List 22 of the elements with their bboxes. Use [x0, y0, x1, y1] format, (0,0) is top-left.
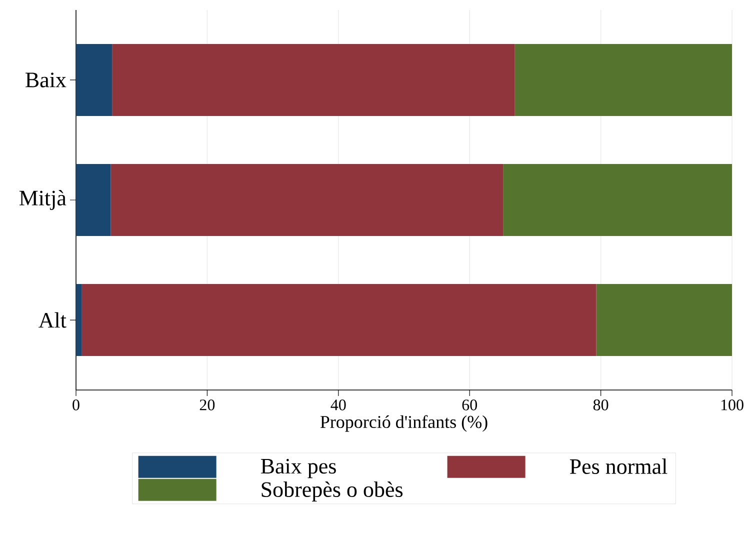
bar	[514, 44, 732, 116]
bar	[596, 284, 732, 356]
legend-label: Pes normal	[570, 458, 668, 474]
legend-label: Baix pes	[260, 458, 336, 478]
y-tick-label: Mitjà	[19, 190, 66, 210]
x-tick-label: 40	[330, 400, 346, 410]
x-tick-label: 80	[593, 400, 608, 410]
bar	[112, 44, 515, 116]
x-tick-label: 100	[721, 400, 744, 410]
bar	[76, 164, 111, 236]
bar	[110, 164, 504, 236]
x-tick-label: 20	[200, 400, 215, 410]
x-tick-label: 60	[462, 400, 477, 410]
y-tick-label: Baix	[26, 72, 66, 88]
bar	[82, 284, 596, 356]
y-tick-label: Alt	[38, 312, 66, 328]
x-tick-label: 0	[72, 400, 80, 410]
bar	[503, 164, 732, 236]
bar	[76, 44, 112, 116]
legend-label: Sobrepès o obès	[262, 481, 403, 502]
x-axis-title: Proporció d'infants (%)	[320, 415, 488, 432]
bar	[76, 284, 82, 356]
